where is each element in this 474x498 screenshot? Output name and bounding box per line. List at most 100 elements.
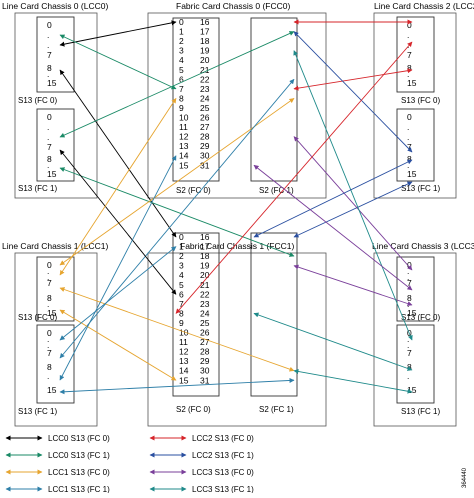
fcc1-right-port: 22 <box>200 289 210 299</box>
connection-line <box>59 97 177 276</box>
fcc0-left-port: 2 <box>179 36 184 46</box>
legend-label: LCC1 S13 (FC 0) <box>48 468 110 477</box>
lcc1-fc1-port: 8 <box>47 362 52 372</box>
fcc1-left-port: 6 <box>179 289 184 299</box>
connection-line <box>59 309 177 381</box>
lcc0-fc1-port: 7 <box>47 142 52 152</box>
fcc0-left-port: 11 <box>179 122 188 132</box>
fcc0-s2-fc0-label: S2 (FC 0) <box>176 186 211 195</box>
fcc0-right-port: 19 <box>200 46 210 56</box>
connection-line <box>59 155 177 381</box>
lcc1-title: Line Card Chassis 1 (LCC1) <box>2 241 108 251</box>
lcc0-fc0-label: S13 (FC 0) <box>18 96 57 105</box>
legend-label: LCC2 S13 (FC 0) <box>192 434 254 443</box>
connection-line <box>59 69 177 238</box>
connection-line <box>293 68 413 91</box>
legend-label: LCC0 S13 (FC 1) <box>48 451 110 460</box>
fcc0-left-port: 3 <box>179 46 184 56</box>
fcc1-left-port: 14 <box>179 366 189 376</box>
fcc1-right-port: 17 <box>200 242 210 252</box>
fcc0-s2-fc1-label: S2 (FC 1) <box>259 186 294 195</box>
connection-line <box>59 246 177 341</box>
lcc0-fc0-port: . <box>47 40 49 50</box>
fcc1-right-port: 31 <box>200 375 210 385</box>
lcc0-fc0-port: . <box>47 30 49 40</box>
lcc3-fc1-port: 7 <box>407 348 412 358</box>
connection-line <box>293 31 413 153</box>
fcc1-right-port: 24 <box>200 308 210 318</box>
lcc2-fc1-port: . <box>407 122 409 132</box>
lcc3-fc1-port: . <box>407 371 409 381</box>
legend: LCC0 S13 (FC 0) LCC0 S13 (FC 1) LCC1 S13 (… <box>5 434 254 494</box>
fcc1-left-port: 10 <box>179 328 189 338</box>
lcc2-fc1-port: 15 <box>407 169 417 179</box>
lcc2-fc1-label: S13 (FC 1) <box>401 184 440 193</box>
connection-line <box>253 159 413 238</box>
lcc1-fc1-port: 0 <box>47 328 52 338</box>
connection-line <box>59 149 177 295</box>
fcc1-left-port: 11 <box>179 337 188 347</box>
connection-line <box>59 20 177 47</box>
connection-lines <box>59 19 413 395</box>
fcc0-left-port: 0 <box>179 17 184 27</box>
lcc1-fc0-port: 7 <box>47 278 52 288</box>
fcc1-right-port: 29 <box>200 356 210 366</box>
connection-line <box>293 264 413 306</box>
connection-line <box>293 369 413 394</box>
fcc0-right-port: 29 <box>200 141 210 151</box>
fcc1-right-port: 25 <box>200 318 210 328</box>
fcc0-right-port: 28 <box>200 132 210 142</box>
lcc0-fc0-port: 0 <box>47 20 52 30</box>
lcc0-fc1-port: 15 <box>47 169 57 179</box>
lcc1-fc0-port: . <box>47 266 49 276</box>
fcc1-left-port: 0 <box>179 232 184 242</box>
legend-label: LCC0 S13 (FC 0) <box>48 434 110 443</box>
lcc0-title: Line Card Chassis 0 (LCC0) <box>2 1 108 11</box>
connection-line <box>293 136 413 271</box>
legend-label: LCC2 S13 (FC 1) <box>192 451 254 460</box>
fcc1-right-port: 19 <box>200 261 210 271</box>
connection-line <box>293 50 413 341</box>
fcc1-left-port: 12 <box>179 347 189 357</box>
fcc1-right-port: 16 <box>200 232 210 242</box>
lcc0-fc1-port: 0 <box>47 112 52 122</box>
fcc0-title: Fabric Card Chassis 0 (FCC0) <box>176 1 290 11</box>
lcc2-fc0-label: S13 (FC 0) <box>401 96 440 105</box>
fcc0-right-port: 26 <box>200 113 210 123</box>
lcc2-fc1-port: . <box>407 132 409 142</box>
fcc0-left-port: 14 <box>179 151 189 161</box>
fcc0-left-port: 5 <box>179 65 184 75</box>
fcc1-left-port: 4 <box>179 270 184 280</box>
lcc3-fc1-port: 15 <box>407 385 417 395</box>
lcc2-fc0-port: 15 <box>407 78 417 88</box>
lcc0-fc1-port: . <box>47 122 49 132</box>
fcc0-left-port: 4 <box>179 55 184 65</box>
fcc1-left-port: 2 <box>179 251 184 261</box>
fcc0-right-port: 17 <box>200 27 210 37</box>
fcc1-left-port: 13 <box>179 356 189 366</box>
lcc2-fc0-port: 0 <box>407 20 412 30</box>
fcc1-left-port: 1 <box>179 242 184 252</box>
lcc3-title: Line Card Chassis 3 (LCC3) <box>372 241 474 251</box>
lcc0-fc0-port: 15 <box>47 78 57 88</box>
fcc1-s2-fc0-label: S2 (FC 0) <box>176 405 211 414</box>
fcc1-left-port: 15 <box>179 375 189 385</box>
fcc0-right-port: 22 <box>200 74 210 84</box>
legend-label: LCC3 S13 (FC 0) <box>192 468 254 477</box>
lcc1-fc0-label: S13 (FC 0) <box>18 313 57 322</box>
lcc1-box <box>14 252 98 427</box>
lcc3-fc1-label: S13 (FC 1) <box>401 407 440 416</box>
fcc0-left-port: 10 <box>179 113 189 123</box>
fcc1-right-port: 27 <box>200 337 210 347</box>
fcc0-s2-fc1-card <box>250 17 298 182</box>
fcc1-left-port: 9 <box>179 318 184 328</box>
connection-line <box>59 34 177 90</box>
fcc0-left-port: 15 <box>179 160 189 170</box>
connection-line <box>59 98 295 266</box>
lcc1-fc1-port: 15 <box>47 385 57 395</box>
fcc0-right-port: 25 <box>200 103 210 113</box>
fcc0-left-port: 9 <box>179 103 184 113</box>
lcc2-fc0-port: 7 <box>407 50 412 60</box>
fcc0-right-port: 16 <box>200 17 210 27</box>
